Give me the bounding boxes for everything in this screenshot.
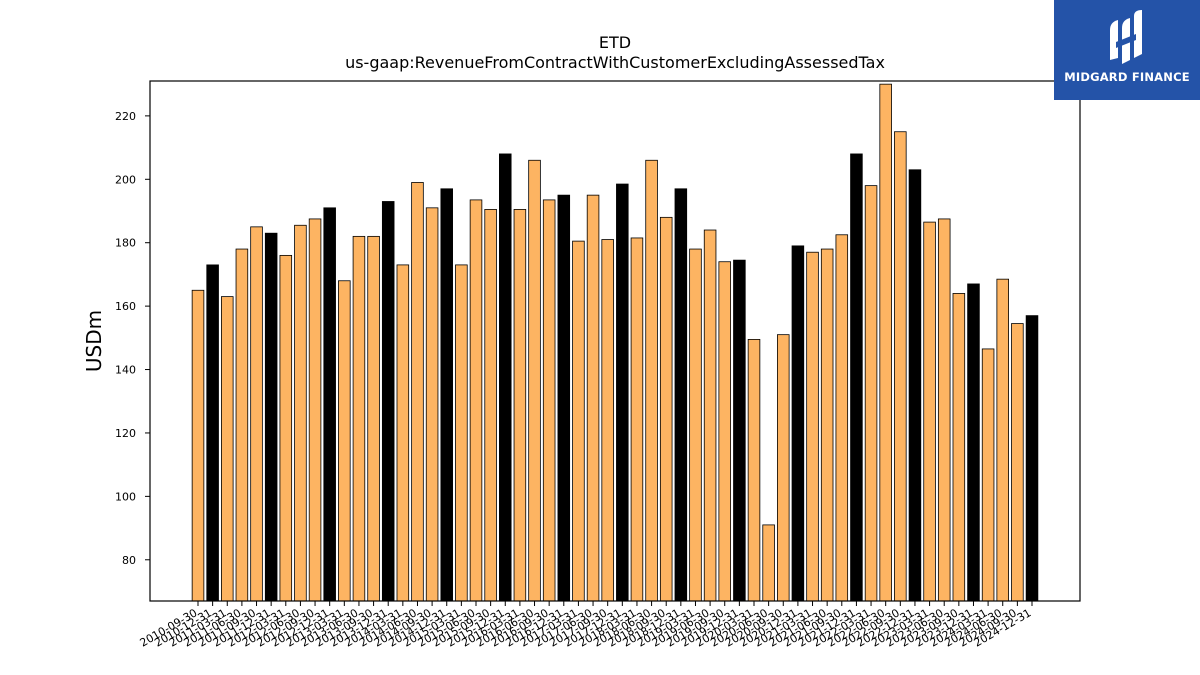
bar-2015-03-31 bbox=[455, 264, 468, 602]
bar-2019-03-31 bbox=[689, 248, 702, 602]
bar-2019-09-30 bbox=[718, 261, 731, 602]
bar-2016-03-31 bbox=[513, 209, 527, 602]
bar-2011-06-30 bbox=[235, 248, 249, 602]
bar-2021-06-30 bbox=[820, 248, 834, 602]
y-tick-label: 220 bbox=[115, 110, 136, 123]
bar-2024-03-31 bbox=[981, 348, 995, 602]
bar-2015-06-30 bbox=[469, 199, 483, 602]
bar-2018-09-30 bbox=[659, 216, 673, 602]
bar-2012-03-31 bbox=[279, 254, 293, 602]
bar-2022-03-31 bbox=[864, 185, 878, 602]
bar-2016-06-30 bbox=[528, 159, 541, 602]
logo-text: MIDGARD FINANCE bbox=[1064, 70, 1190, 84]
bar-2010-12-31 bbox=[206, 264, 219, 602]
bar-2024-09-30 bbox=[1011, 323, 1024, 602]
bar-2021-12-31 bbox=[850, 153, 863, 602]
bar-2016-09-30 bbox=[542, 199, 556, 602]
bar-2013-03-31 bbox=[338, 280, 351, 602]
midgard-m-icon bbox=[1110, 10, 1142, 64]
bar-2023-12-31 bbox=[967, 283, 980, 602]
bar-2023-03-31 bbox=[923, 221, 936, 602]
bar-2018-12-31 bbox=[674, 188, 688, 602]
bar-2014-09-30 bbox=[425, 207, 439, 602]
bar-2015-09-30 bbox=[484, 209, 497, 602]
bar-2014-03-31 bbox=[396, 264, 410, 602]
midgard-finance-logo: MIDGARD FINANCE bbox=[1054, 0, 1200, 100]
bar-2017-03-31 bbox=[572, 240, 585, 602]
chart-subtitle: us-gaap:RevenueFromContractWithCustomerE… bbox=[345, 53, 885, 72]
bar-2019-12-31 bbox=[733, 259, 746, 602]
y-tick-label: 140 bbox=[115, 364, 136, 377]
bar-2022-12-31 bbox=[908, 169, 922, 602]
bar-2021-03-31 bbox=[806, 251, 819, 602]
bar-2011-03-31 bbox=[221, 296, 234, 602]
bar-2018-06-30 bbox=[645, 159, 658, 602]
bar-2011-09-30 bbox=[250, 226, 263, 602]
bar-2023-06-30 bbox=[937, 218, 951, 602]
bar-2019-06-30 bbox=[703, 229, 717, 602]
y-tick-label: 180 bbox=[115, 237, 136, 250]
bar-2022-09-30 bbox=[894, 131, 907, 602]
bar-2017-09-30 bbox=[601, 239, 614, 602]
bar-2013-06-30 bbox=[352, 235, 366, 602]
bar-2013-09-30 bbox=[367, 235, 380, 602]
bar-2021-09-30 bbox=[835, 234, 849, 602]
bar-2012-12-31 bbox=[323, 207, 336, 602]
y-tick-label: 100 bbox=[115, 490, 136, 503]
bars-group bbox=[191, 83, 1039, 602]
bar-2014-12-31 bbox=[440, 188, 453, 602]
y-axis-label: USDm bbox=[82, 310, 106, 372]
bar-2017-06-30 bbox=[586, 194, 600, 602]
chart-title: ETD bbox=[599, 33, 631, 52]
bar-2020-03-31 bbox=[747, 339, 761, 602]
bar-2010-09-30 bbox=[191, 289, 205, 602]
y-tick-label: 160 bbox=[115, 300, 136, 313]
bar-2023-09-30 bbox=[952, 293, 966, 602]
x-axis: 2010-09-302010-12-312011-03-312011-06-30… bbox=[138, 601, 1034, 650]
bar-2020-12-31 bbox=[791, 245, 805, 602]
bar-2020-09-30 bbox=[777, 334, 790, 602]
bar-2024-12-31 bbox=[1025, 315, 1039, 602]
bar-2013-12-31 bbox=[381, 201, 395, 602]
bar-2016-12-31 bbox=[557, 194, 571, 602]
bar-2017-12-31 bbox=[616, 183, 629, 602]
y-tick-label: 120 bbox=[115, 427, 136, 440]
y-tick-label: 200 bbox=[115, 173, 136, 186]
bar-2012-09-30 bbox=[308, 218, 322, 602]
plot-frame bbox=[149, 80, 1081, 602]
bar-2012-06-30 bbox=[294, 224, 307, 602]
bar-2011-12-31 bbox=[264, 232, 278, 602]
y-tick-label: 80 bbox=[122, 554, 136, 567]
bar-2015-12-31 bbox=[499, 153, 512, 602]
bar-2020-06-30 bbox=[762, 524, 775, 602]
y-axis: 80 100 120 140 160 180 200 220 bbox=[115, 110, 150, 567]
bar-2018-03-31 bbox=[630, 237, 644, 602]
bar-2022-06-30 bbox=[879, 83, 892, 602]
bar-2014-06-30 bbox=[411, 182, 424, 602]
bar-2024-06-30 bbox=[996, 278, 1009, 602]
